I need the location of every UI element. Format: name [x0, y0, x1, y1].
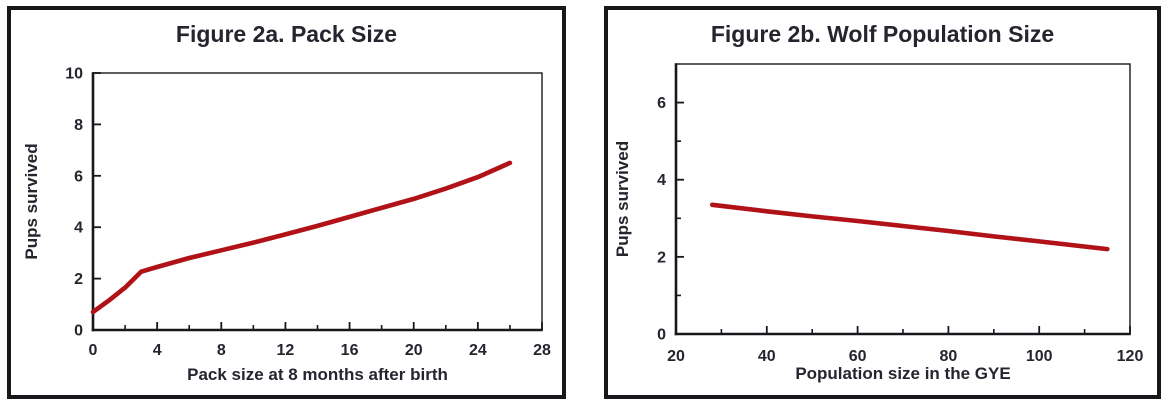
- x-tick-label: 60: [849, 348, 867, 365]
- x-tick-label: 120: [1117, 348, 1144, 365]
- y-axis-title: Pups survived: [22, 143, 41, 259]
- y-axis-title: Pups survived: [613, 141, 632, 257]
- x-tick-label: 4: [153, 342, 162, 359]
- y-tick-label: 0: [657, 327, 666, 344]
- figure-2a-panel: Figure 2a. Pack Size 0 4 8 12 16 20 24 28 0 2 4 6 8 1…: [7, 6, 566, 399]
- x-axis-title: Pack size at 8 months after birth: [187, 365, 448, 384]
- y-tick-label: 4: [657, 172, 666, 189]
- data-line: [710, 202, 1110, 252]
- x-tick-label: 8: [217, 342, 226, 359]
- x-tick-label: 28: [533, 342, 551, 359]
- y-tick-label: 6: [657, 95, 666, 112]
- y-tick-label: 2: [74, 271, 83, 288]
- x-tick-label: 16: [341, 342, 359, 359]
- x-tick-label: 20: [667, 348, 685, 365]
- x-axis-title: Population size in the GYE: [795, 364, 1010, 383]
- x-tick-label: 0: [89, 342, 98, 359]
- y-tick-label: 2: [657, 249, 666, 266]
- figure-2a-title: Figure 2a. Pack Size: [175, 21, 398, 47]
- x-tick-label: 100: [1026, 348, 1053, 365]
- y-tick-label: 10: [65, 66, 83, 83]
- x-tick-label: 20: [405, 342, 423, 359]
- x-tick-label: 80: [940, 348, 958, 365]
- figure-2b-title: Figure 2b. Wolf Population Size: [710, 21, 1055, 47]
- y-tick-label: 4: [74, 220, 83, 237]
- y-tick-label: 6: [74, 168, 83, 185]
- figure-2b-chart: 20 40 60 80 100 120 0 2 4 6 Population size in the…: [613, 63, 1144, 383]
- x-tick-label: 40: [758, 348, 776, 365]
- y-tick-label: 0: [74, 323, 83, 340]
- data-line: [90, 160, 513, 315]
- figure-2b-panel: Figure 2b. Wolf Population Size 20 40 60 80…: [604, 6, 1161, 399]
- x-tick-label: 12: [277, 342, 295, 359]
- plot-box: [92, 72, 543, 331]
- x-tick-label: 24: [469, 342, 487, 359]
- plot-box: [675, 63, 1131, 335]
- y-tick-label: 8: [74, 117, 83, 134]
